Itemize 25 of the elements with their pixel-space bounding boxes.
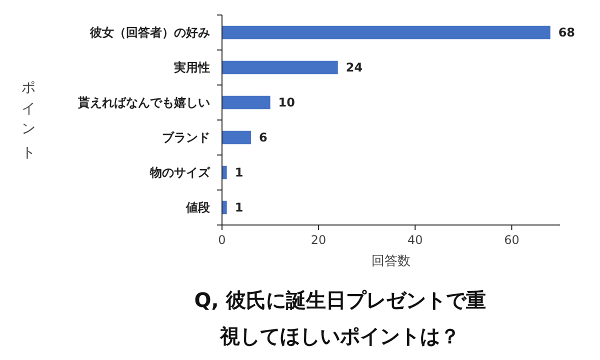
y-tick-label: 値段	[185, 200, 211, 214]
bar	[222, 26, 550, 40]
data-label: 1	[234, 200, 244, 214]
data-label: 1	[234, 166, 244, 180]
y-tick-label: 実用性	[173, 60, 210, 74]
y-axis-title: ポイント	[20, 70, 36, 159]
bar	[222, 166, 227, 180]
y-tick-label: 彼女（回答者）の好み	[89, 26, 210, 40]
bar	[222, 130, 251, 144]
y-tick-label: 貰えればなんでも嬉しい	[77, 96, 210, 110]
data-label: 10	[278, 96, 295, 110]
x-tick-label: 40	[408, 233, 423, 247]
x-tick-label: 0	[218, 233, 226, 247]
y-tick-label: 物のサイズ	[149, 166, 211, 180]
x-axis-title: 回答数	[372, 254, 410, 269]
data-label: 68	[558, 26, 576, 40]
x-tick-label: 60	[504, 233, 520, 247]
data-label: 24	[346, 60, 363, 74]
bar	[222, 60, 338, 74]
data-label: 6	[258, 130, 268, 144]
bar	[222, 96, 270, 110]
y-tick-label: ブランド	[162, 130, 210, 144]
x-tick-label: 20	[310, 233, 326, 247]
text: Q, 彼氏に誕生日プレゼントで重視してほしいポイントは？	[193, 287, 487, 350]
bar	[222, 200, 227, 214]
